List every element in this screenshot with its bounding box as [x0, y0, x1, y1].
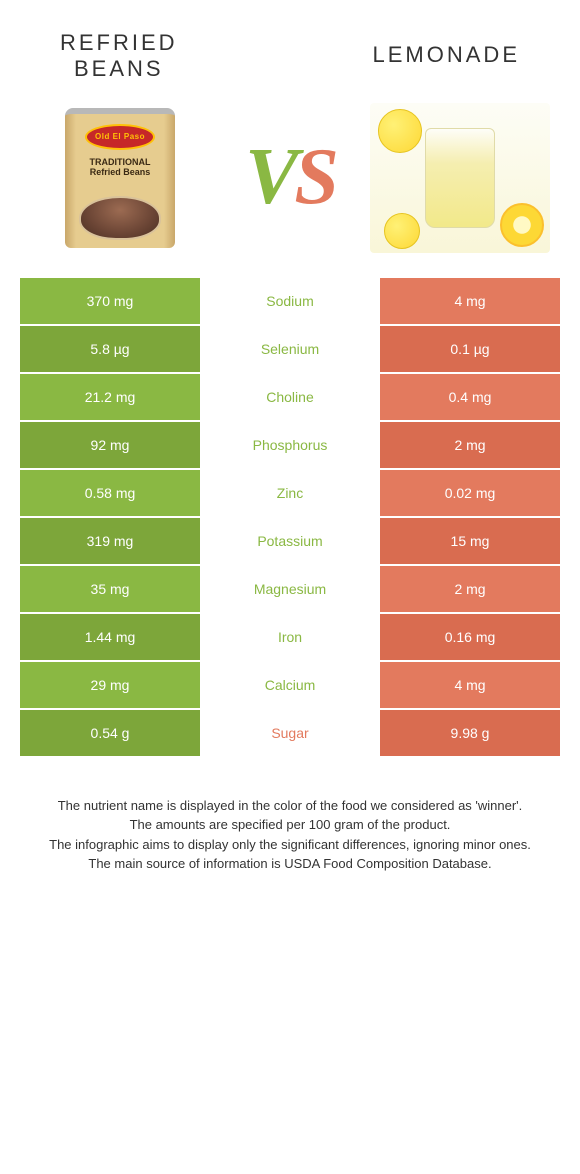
nutrient-name: Phosphorus	[200, 422, 380, 468]
can-icon: Old El Paso TRADITIONAL Refried Beans	[65, 108, 175, 248]
right-value: 0.16 mg	[380, 614, 560, 660]
left-value: 319 mg	[20, 518, 200, 564]
note-line: The main source of information is USDA F…	[30, 854, 550, 874]
can-text: TRADITIONAL Refried Beans	[90, 158, 151, 178]
table-row: 21.2 mgCholine0.4 mg	[20, 374, 560, 420]
note-line: The infographic aims to display only the…	[30, 835, 550, 855]
table-row: 0.58 mgZinc0.02 mg	[20, 470, 560, 516]
note-line: The amounts are specified per 100 gram o…	[30, 815, 550, 835]
nutrient-name: Potassium	[200, 518, 380, 564]
left-value: 92 mg	[20, 422, 200, 468]
table-row: 319 mgPotassium15 mg	[20, 518, 560, 564]
table-row: 35 mgMagnesium2 mg	[20, 566, 560, 612]
title-left: REFRIED BEANS	[60, 30, 178, 83]
nutrient-name: Zinc	[200, 470, 380, 516]
nutrient-name: Sugar	[200, 710, 380, 756]
left-value: 1.44 mg	[20, 614, 200, 660]
right-value: 4 mg	[380, 278, 560, 324]
bowl-icon	[79, 196, 161, 240]
lemon-icon	[378, 109, 422, 153]
left-value: 29 mg	[20, 662, 200, 708]
note-line: The nutrient name is displayed in the co…	[30, 796, 550, 816]
header: REFRIED BEANS LEMONADE	[0, 0, 580, 93]
right-value: 15 mg	[380, 518, 560, 564]
left-value: 21.2 mg	[20, 374, 200, 420]
footnotes: The nutrient name is displayed in the co…	[0, 796, 580, 874]
right-value: 4 mg	[380, 662, 560, 708]
right-value: 0.1 µg	[380, 326, 560, 372]
nutrient-name: Magnesium	[200, 566, 380, 612]
can-brand: Old El Paso	[85, 124, 155, 150]
left-value: 0.54 g	[20, 710, 200, 756]
nutrient-name: Choline	[200, 374, 380, 420]
glass-icon	[425, 128, 495, 228]
nutrient-name: Iron	[200, 614, 380, 660]
table-row: 370 mgSodium4 mg	[20, 278, 560, 324]
title-left-l2: BEANS	[74, 56, 164, 81]
refried-beans-image: Old El Paso TRADITIONAL Refried Beans	[30, 103, 210, 253]
table-row: 5.8 µgSelenium0.1 µg	[20, 326, 560, 372]
vs-label: VS	[245, 132, 335, 223]
image-row: Old El Paso TRADITIONAL Refried Beans VS	[0, 93, 580, 278]
table-row: 0.54 gSugar9.98 g	[20, 710, 560, 756]
left-value: 370 mg	[20, 278, 200, 324]
nutrient-name: Calcium	[200, 662, 380, 708]
nutrient-name: Sodium	[200, 278, 380, 324]
nutrient-table: 370 mgSodium4 mg5.8 µgSelenium0.1 µg21.2…	[20, 278, 560, 756]
table-row: 29 mgCalcium4 mg	[20, 662, 560, 708]
nutrient-name: Selenium	[200, 326, 380, 372]
right-value: 0.4 mg	[380, 374, 560, 420]
vs-s: S	[294, 133, 335, 221]
left-value: 35 mg	[20, 566, 200, 612]
right-value: 2 mg	[380, 422, 560, 468]
lemon-icon	[384, 213, 420, 249]
lemonade-image	[370, 103, 550, 253]
left-value: 0.58 mg	[20, 470, 200, 516]
lemon-slice-icon	[500, 203, 544, 247]
vs-v: V	[245, 133, 294, 221]
title-left-l1: REFRIED	[60, 30, 178, 55]
table-row: 92 mgPhosphorus2 mg	[20, 422, 560, 468]
table-row: 1.44 mgIron0.16 mg	[20, 614, 560, 660]
left-value: 5.8 µg	[20, 326, 200, 372]
right-value: 9.98 g	[380, 710, 560, 756]
title-right: LEMONADE	[373, 42, 520, 83]
right-value: 0.02 mg	[380, 470, 560, 516]
right-value: 2 mg	[380, 566, 560, 612]
